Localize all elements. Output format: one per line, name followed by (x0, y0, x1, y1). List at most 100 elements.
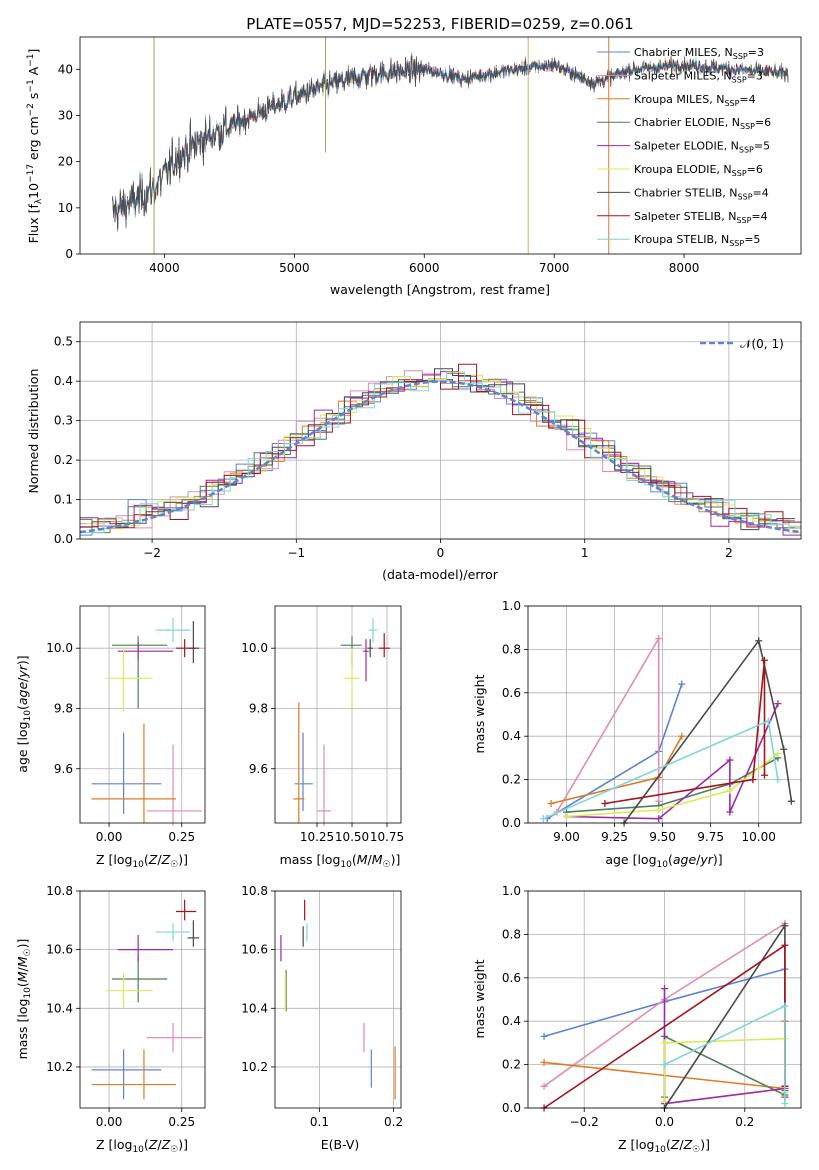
weight-marker (774, 776, 782, 784)
weight-marker (726, 786, 734, 794)
errorbar-point (91, 1049, 176, 1100)
weight-marker (540, 1058, 548, 1066)
legend-entry: Kroupa MILES, NSSP=4 (634, 93, 756, 108)
weight-marker (661, 1097, 668, 1105)
residual-xlabel: (data-model)/error (382, 567, 499, 582)
x-tick-label: 0.0 (655, 1115, 674, 1129)
weight-marker (655, 815, 663, 823)
x-tick-label: 10.00 (742, 830, 776, 844)
mass-z-xlabel: Z [log10(Z/Z☉)] (96, 1137, 188, 1155)
x-tick-label: 0.00 (96, 1115, 123, 1129)
weight-marker (726, 808, 734, 816)
y-tick-label: 0.4 (502, 729, 521, 743)
errorbar-point (368, 618, 378, 643)
x-tick-label: 2 (725, 546, 733, 560)
errorbar-point (111, 955, 168, 1003)
weight-age-series (539, 635, 795, 827)
y-tick-label: 10.4 (46, 1001, 73, 1015)
x-tick-label: 10.50 (335, 830, 369, 844)
errorbar-point (317, 744, 331, 827)
weight-marker (562, 812, 570, 820)
weight-marker (774, 700, 782, 708)
y-tick-label: 10.8 (46, 884, 73, 898)
age-mass-points (293, 618, 390, 827)
x-tick-label: 9.25 (601, 830, 628, 844)
x-tick-label: 7000 (539, 261, 570, 275)
spectrum-line (112, 55, 789, 230)
age-mass-panel: 10.25 10.50 10.75 9.6 9.8 10.0 mass [log10(M/… (241, 605, 404, 870)
weight-age-ylabel: mass weight (472, 674, 487, 753)
x-tick-label: 5000 (279, 261, 310, 275)
errorbar-point (111, 636, 168, 709)
histogram-step (80, 368, 795, 531)
y-tick-label: 0.0 (502, 816, 521, 830)
weight-age-xlabel: age [log10(age/yr)] (605, 852, 722, 870)
weight-z-panel: −0.2 0.0 0.2 0.0 0.2 0.4 0.6 0.8 1.0 Z [log10(Z/… (472, 884, 802, 1155)
errorbar-point (146, 1022, 203, 1053)
weight-marker (678, 732, 686, 740)
x-tick-label: 9.50 (649, 830, 676, 844)
errorbar-point (175, 899, 197, 921)
legend-entry: Chabrier MILES, NSSP=3 (634, 46, 764, 61)
weight-z-xlabel: Z [log10(Z/Z☉)] (618, 1137, 710, 1155)
weight-marker (655, 806, 663, 814)
age-z-ylabel: age [log10(age/yr)] (15, 655, 33, 772)
y-tick-label: 9.6 (54, 762, 73, 776)
y-tick-label: 0.5 (54, 335, 73, 349)
y-tick-label: 0.1 (54, 493, 73, 507)
errorbar-point (146, 744, 203, 827)
mass-ebv-panel: 0.1 0.2 10.2 10.4 10.6 10.8 E(B-V) (241, 884, 403, 1152)
histogram-step (86, 371, 801, 533)
mass-ebv-xlabel: E(B-V) (321, 1137, 360, 1152)
legend-entry: Chabrier STELIB, NSSP=4 (634, 186, 769, 201)
errorbar-point (175, 639, 197, 658)
mass-z-panel: 0.00 0.25 10.2 10.4 10.6 10.8 Z [log10(Z/Z☉)]… (15, 884, 206, 1155)
weight-marker (540, 1082, 548, 1090)
weight-marker (787, 797, 795, 805)
weight-age-panel: 9.00 9.25 9.50 9.75 10.000.00.20.40.60.81.0 … (472, 599, 802, 870)
weight-line (663, 1037, 786, 1102)
spectrum-series (112, 37, 789, 254)
x-tick-label: 9.00 (553, 830, 580, 844)
errorbar-point (155, 618, 191, 643)
x-tick-label: 10.25 (300, 830, 334, 844)
age-z-points (91, 618, 203, 827)
weight-marker (661, 985, 668, 993)
errorbar-point (91, 1049, 162, 1100)
weight-marker (760, 656, 768, 664)
errorbar-point (117, 934, 174, 962)
histogram-step (80, 378, 795, 536)
weight-line (623, 638, 793, 824)
residual-panel: −2 −1 0 1 2 0.0 0.1 0.2 0.3 0.4 0.5 𝒩(0, 1) (data-… (26, 321, 802, 582)
weight-marker (661, 1039, 668, 1047)
x-tick-label: −0.2 (570, 1115, 599, 1129)
errorbar-point (294, 732, 313, 811)
y-tick-label: 0.2 (502, 773, 521, 787)
weight-marker (661, 1061, 668, 1069)
histogram-step (86, 374, 801, 534)
legend-entry: Kroupa ELODIE, NSSP=6 (634, 163, 763, 178)
age-z-xlabel: Z [log10(Z/Z☉)] (96, 852, 188, 870)
weight-line (664, 1004, 786, 1104)
y-tick-label: 30 (58, 108, 73, 122)
y-tick-label: 10.6 (241, 943, 268, 957)
y-tick-label: 10.2 (241, 1060, 268, 1074)
legend-entry: Kroupa STELIB, NSSP=5 (634, 233, 760, 248)
x-tick-label: 8000 (669, 261, 700, 275)
errorbar-point (155, 923, 191, 941)
x-tick-label: 1 (581, 546, 589, 560)
weight-marker (781, 941, 789, 949)
x-tick-label: −1 (287, 546, 305, 560)
weight-z-series (540, 920, 789, 1112)
normal-curve (79, 380, 802, 534)
errorbar-point (106, 648, 153, 712)
y-tick-label: 10.8 (241, 884, 268, 898)
weight-line (663, 923, 786, 1109)
weight-line (604, 660, 766, 805)
errorbar-point (91, 723, 176, 823)
age-z-panel: 0.00 0.25 9.6 9.8 10.0 Z [log10(Z/Z☉)] age [… (15, 605, 206, 870)
errorbar-point (91, 732, 162, 814)
x-tick-label: 0.1 (310, 1115, 329, 1129)
errorbar-point (293, 702, 305, 823)
